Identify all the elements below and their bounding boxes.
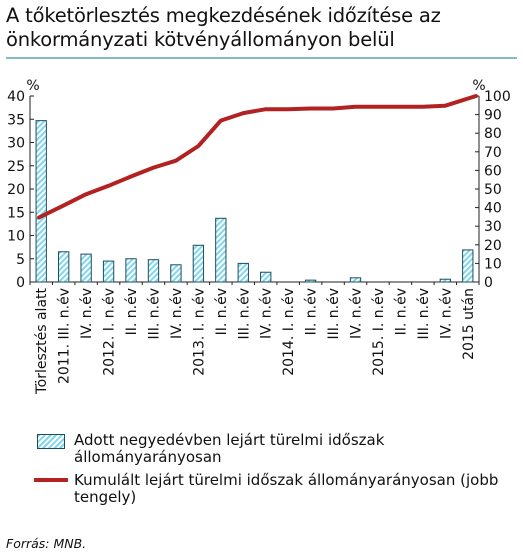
legend-item-bars: Adott negyedévben lejárt türelmi időszak… [34, 432, 514, 466]
legend: Adott negyedévben lejárt türelmi időszak… [34, 432, 514, 512]
bar [80, 253, 92, 283]
bar [192, 244, 205, 283]
legend-swatch-bars [37, 434, 65, 449]
y-right-tick-label: 20 [484, 238, 502, 254]
x-tick-label: 2011. III. n.év [57, 288, 73, 384]
bar [35, 120, 47, 283]
x-tick-label: III. n.év [236, 288, 252, 340]
y-left-tick-label: 0 [16, 275, 25, 291]
y-right-unit: % [472, 78, 485, 94]
x-tick-label: IV. n.év [79, 288, 95, 339]
y-left-tick-label: 40 [7, 89, 25, 105]
x-tick-label: 2015 után [461, 288, 477, 360]
legend-label-bars: Adott negyedévben lejárt türelmi időszak… [74, 431, 385, 466]
y-left-tick-label: 30 [7, 136, 25, 152]
chart-axes: % % 0 5 10 15 20 25 30 35 40 0 10 20 30 40 50 60 70 80 90 100 [7, 78, 511, 291]
x-tick-label: 2013. I. n.év [191, 288, 207, 376]
x-tick-label: 2014. I. n.év [281, 288, 297, 376]
y-left-unit: % [26, 78, 39, 94]
x-tick-label: II. n.év [304, 288, 320, 335]
line-series [37, 94, 478, 220]
chart-title: A tőketörlesztés megkezdésének időzítése… [6, 4, 441, 51]
x-tick-label: II. n.év [214, 288, 230, 335]
y-right-tick-label: 70 [484, 145, 502, 161]
x-tick-label: IV. n.év [169, 288, 185, 339]
bar [260, 271, 272, 283]
y-right-tick-label: 90 [484, 108, 502, 124]
x-tick-label: III. n.év [326, 288, 342, 340]
y-right-tick-label: 80 [484, 126, 502, 142]
x-tick-label: 2015. I. n.év [371, 288, 387, 376]
y-left-tick-label: 5 [16, 252, 25, 268]
y-left-tick-label: 35 [7, 112, 25, 128]
chart: % % 0 5 10 15 20 25 30 35 40 0 10 20 30 40 50 60 70 80 90 100… [7, 78, 511, 395]
x-tick-label: IV. n.év [438, 288, 454, 339]
bar [125, 258, 137, 283]
y-left-tick-label: 10 [7, 229, 25, 245]
bar-series [35, 120, 474, 283]
bar [439, 278, 451, 283]
x-tick-label: IV. n.év [259, 288, 275, 339]
x-tick-label: Törlesztés alatt [34, 287, 50, 395]
x-tick-label: III. n.év [146, 288, 162, 340]
x-tick-label: II. n.év [124, 288, 140, 335]
bar [147, 259, 160, 283]
bar [304, 279, 317, 283]
y-right-tick-label: 60 [484, 163, 502, 179]
y-left-tick-label: 20 [7, 182, 25, 198]
y-right-tick-label: 100 [484, 89, 511, 105]
x-tick-label: II. n.év [393, 288, 409, 335]
y-left-tick-label: 15 [7, 205, 25, 221]
bar [58, 251, 70, 283]
y-right-tick-label: 10 [484, 256, 502, 272]
y-right-tick-label: 50 [484, 182, 502, 198]
legend-label-line: Kumulált lejárt türelmi időszak állomány… [74, 471, 499, 506]
bar [237, 262, 249, 283]
legend-swatch-line [34, 478, 68, 482]
legend-item-line: Kumulált lejárt türelmi időszak állomány… [34, 472, 514, 506]
bar [349, 277, 362, 283]
bar [170, 264, 182, 283]
bar [102, 260, 115, 283]
y-right-tick-label: 30 [484, 219, 502, 235]
y-right-tick-label: 0 [484, 275, 493, 291]
y-left-tick-label: 25 [7, 159, 25, 175]
y-right-tick-label: 40 [484, 201, 502, 217]
source-note: Forrás: MNB. [6, 536, 87, 551]
x-tick-label: III. n.év [416, 288, 432, 340]
cumulative-line [37, 94, 478, 220]
x-tick-label: IV. n.év [349, 288, 365, 339]
title-divider [6, 57, 517, 59]
bar [215, 217, 227, 283]
x-tick-label: 2012. I. n.év [102, 288, 118, 376]
bar [462, 249, 474, 283]
x-axis-labels: Törlesztés alatt 2011. III. n.év IV. n.év 2… [34, 287, 477, 395]
